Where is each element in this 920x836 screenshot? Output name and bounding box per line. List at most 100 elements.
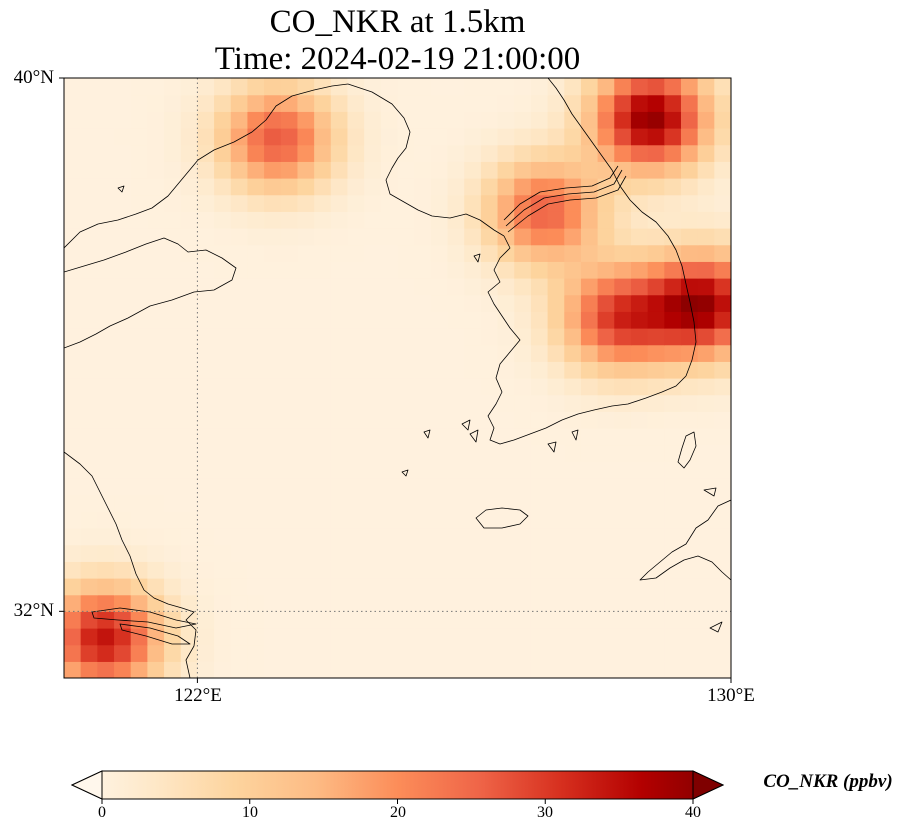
field-cell [230,394,249,412]
field-cell [197,394,215,412]
field-cell [447,311,465,329]
field-cell [530,144,549,162]
field-cell [397,294,415,312]
field-cell [130,528,148,546]
field-cell [497,78,515,96]
field-cell [230,428,249,446]
field-cell [164,528,182,546]
field-cell [414,528,432,546]
field-cell [697,428,715,446]
field-cell [364,278,382,296]
field-cell [197,111,215,129]
field-cell [397,261,415,279]
field-cell [97,428,115,446]
field-cell [164,294,182,312]
field-cell [580,278,599,296]
field-cell [264,544,282,562]
field-cell [97,178,115,196]
field-cell [114,661,132,678]
field-cell [130,444,148,462]
field-cell [280,228,299,246]
field-cell [197,278,215,296]
field-cell [697,278,715,296]
field-cell [364,561,382,579]
field-cell [164,128,182,146]
field-cell [97,511,115,529]
field-cell [430,328,449,346]
field-cell [380,644,399,662]
field-cell [197,94,215,112]
field-cell [580,394,599,412]
field-cell [97,594,115,612]
field-cell [297,294,315,312]
field-cell [514,94,532,112]
field-cell [64,278,82,296]
field-cell [280,594,299,612]
field-cell [680,394,699,412]
field-cell [80,94,98,112]
field-cell [380,478,399,496]
field-cell [497,244,515,262]
field-cell [97,94,115,112]
field-cell [697,344,715,362]
field-cell [664,344,682,362]
field-cell [97,211,115,229]
field-cell [80,294,98,312]
field-cell [564,478,582,496]
field-cell [464,328,482,346]
field-cell [347,94,365,112]
field-cell [480,428,499,446]
field-cell [664,611,682,629]
field-cell [714,611,731,629]
field-cell [264,428,282,446]
field-cell [447,178,465,196]
field-cell [164,328,182,346]
field-cell [647,144,665,162]
field-cell [447,528,465,546]
field-cell [64,444,82,462]
field-cell [197,361,215,379]
field-cell [247,228,265,246]
field-cell [214,194,232,212]
field-cell [664,528,682,546]
field-cell [164,144,182,162]
field-cell [264,311,282,329]
field-cell [280,544,299,562]
field-cell [647,628,665,646]
field-cell [147,428,165,446]
field-cell [247,294,265,312]
field-cell [630,311,649,329]
field-cell [564,294,582,312]
field-cell [397,511,415,529]
field-cell [97,111,115,129]
field-cell [397,94,415,112]
field-cell [680,544,699,562]
field-cell [330,628,349,646]
field-cell [314,644,332,662]
field-cell [547,94,565,112]
field-cell [464,78,482,96]
field-cell [397,144,415,162]
field-cell [697,378,715,396]
field-cell [347,294,365,312]
field-cell [280,478,299,496]
field-cell [614,561,632,579]
field-cell [680,311,699,329]
field-cell [580,578,599,596]
field-cell [464,661,482,678]
field-cell [97,144,115,162]
field-cell [347,511,365,529]
field-cell [514,494,532,512]
field-cell [364,244,382,262]
field-cell [147,644,165,662]
field-cell [580,328,599,346]
field-cell [480,378,499,396]
field-cell [614,78,632,96]
field-cell [480,361,499,379]
field-cell [130,511,148,529]
field-cell [180,378,198,396]
field-cell [664,494,682,512]
field-cell [464,94,482,112]
field-cell [114,94,132,112]
field-cell [380,461,399,479]
